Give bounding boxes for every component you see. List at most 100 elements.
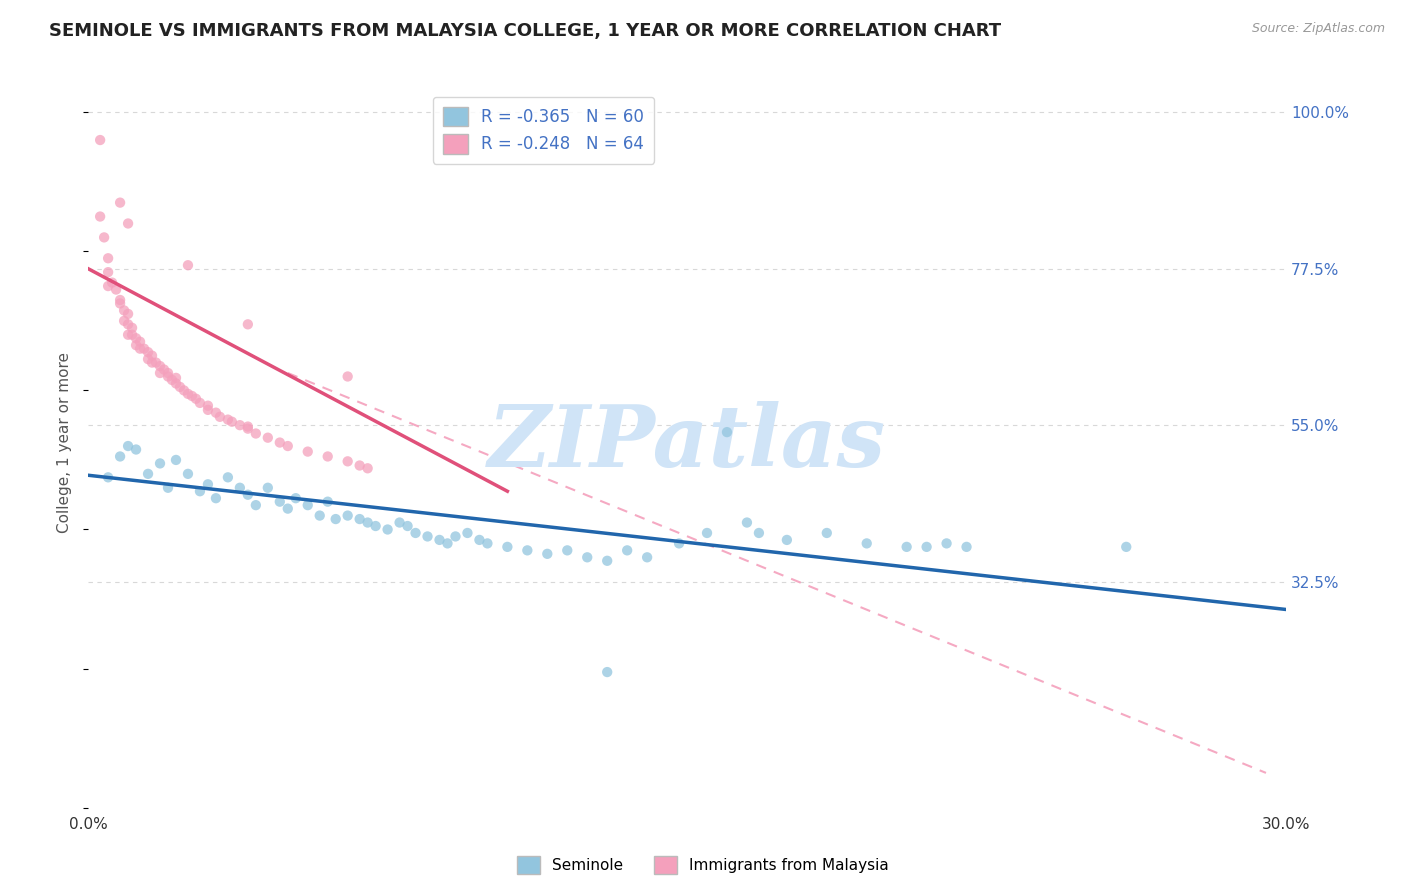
Point	[217, 412, 239, 426]
Point	[160, 373, 183, 387]
Point	[141, 355, 163, 369]
Point	[555, 543, 578, 558]
Point	[229, 481, 252, 495]
Point	[935, 536, 957, 550]
Point	[405, 525, 427, 540]
Point	[149, 359, 172, 373]
Point	[101, 276, 124, 290]
Point	[596, 665, 619, 679]
Point	[165, 371, 187, 385]
Point	[277, 439, 299, 453]
Point	[105, 283, 128, 297]
Point	[364, 519, 387, 533]
Point	[112, 303, 135, 318]
Point	[468, 533, 491, 547]
Point	[396, 519, 419, 533]
Point	[121, 320, 143, 334]
Point	[145, 355, 167, 369]
Point	[93, 230, 115, 244]
Point	[97, 470, 120, 484]
Point	[125, 338, 148, 352]
Point	[915, 540, 938, 554]
Point	[444, 529, 467, 543]
Point	[136, 345, 159, 359]
Point	[377, 523, 399, 537]
Point	[112, 314, 135, 328]
Point	[735, 516, 758, 530]
Point	[536, 547, 558, 561]
Point	[205, 406, 228, 420]
Point	[236, 422, 259, 436]
Point	[197, 399, 219, 413]
Y-axis label: College, 1 year or more: College, 1 year or more	[58, 352, 72, 533]
Point	[269, 494, 291, 508]
Point	[349, 458, 371, 473]
Point	[97, 265, 120, 279]
Point	[436, 536, 458, 550]
Point	[516, 543, 538, 558]
Point	[477, 536, 499, 550]
Point	[616, 543, 638, 558]
Point	[221, 415, 243, 429]
Legend: R = -0.365   N = 60, R = -0.248   N = 64: R = -0.365 N = 60, R = -0.248 N = 64	[433, 96, 654, 163]
Point	[125, 442, 148, 457]
Point	[668, 536, 690, 550]
Point	[236, 488, 259, 502]
Point	[149, 457, 172, 471]
Point	[108, 450, 131, 464]
Point	[388, 516, 411, 530]
Point	[97, 279, 120, 293]
Point	[955, 540, 977, 554]
Point	[117, 318, 139, 332]
Point	[125, 331, 148, 345]
Point	[197, 402, 219, 417]
Point	[97, 252, 120, 266]
Point	[256, 481, 278, 495]
Point	[153, 362, 176, 376]
Point	[165, 376, 187, 391]
Point	[277, 501, 299, 516]
Point	[129, 342, 152, 356]
Point	[149, 366, 172, 380]
Point	[336, 454, 359, 468]
Point	[356, 461, 378, 475]
Point	[181, 389, 204, 403]
Point	[429, 533, 451, 547]
Point	[284, 491, 307, 506]
Point	[815, 525, 838, 540]
Point	[177, 258, 200, 272]
Point	[108, 293, 131, 307]
Point	[1115, 540, 1137, 554]
Point	[132, 342, 155, 356]
Point	[336, 369, 359, 384]
Point	[496, 540, 519, 554]
Point	[177, 467, 200, 481]
Point	[256, 431, 278, 445]
Point	[349, 512, 371, 526]
Point	[336, 508, 359, 523]
Point	[156, 481, 179, 495]
Point	[245, 426, 267, 441]
Point	[297, 498, 319, 512]
Point	[169, 380, 191, 394]
Point	[117, 327, 139, 342]
Point	[141, 349, 163, 363]
Point	[696, 525, 718, 540]
Point	[165, 453, 187, 467]
Text: SEMINOLE VS IMMIGRANTS FROM MALAYSIA COLLEGE, 1 YEAR OR MORE CORRELATION CHART: SEMINOLE VS IMMIGRANTS FROM MALAYSIA COL…	[49, 22, 1001, 40]
Point	[177, 387, 200, 401]
Point	[188, 484, 211, 499]
Point	[416, 529, 439, 543]
Point	[117, 217, 139, 231]
Point	[108, 195, 131, 210]
Point	[129, 334, 152, 349]
Point	[208, 409, 231, 424]
Point	[236, 419, 259, 434]
Point	[89, 133, 111, 147]
Legend: Seminole, Immigrants from Malaysia: Seminole, Immigrants from Malaysia	[510, 850, 896, 880]
Point	[855, 536, 877, 550]
Point	[184, 392, 207, 406]
Point	[117, 307, 139, 321]
Text: Source: ZipAtlas.com: Source: ZipAtlas.com	[1251, 22, 1385, 36]
Point	[136, 352, 159, 367]
